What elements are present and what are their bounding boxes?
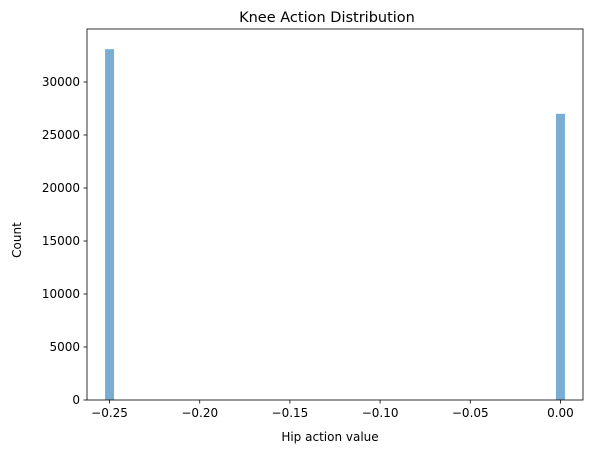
plot-frame xyxy=(86,28,584,401)
x-tick-label: 0.00 xyxy=(547,406,574,420)
histogram-bar xyxy=(105,49,115,400)
y-tick-label: 15000 xyxy=(42,234,80,248)
y-tick-label: 20000 xyxy=(42,181,80,195)
y-tick-label: 5000 xyxy=(49,340,80,354)
y-axis-label: Count xyxy=(10,222,24,258)
y-tick-label: 25000 xyxy=(42,128,80,142)
x-tick-label: −0.25 xyxy=(91,406,128,420)
chart-title: Knee Action Distribution xyxy=(239,10,415,26)
x-tick-label: −0.05 xyxy=(452,406,489,420)
bars-group xyxy=(105,49,565,401)
x-axis-label: Hip action value xyxy=(281,430,378,444)
y-tick-label: 30000 xyxy=(42,75,80,89)
x-axis: −0.25 −0.20 −0.15 −0.10 −0.05 0.00 xyxy=(91,400,574,420)
x-tick-label: −0.15 xyxy=(272,406,309,420)
x-tick-label: −0.10 xyxy=(362,406,399,420)
x-tick-label: −0.20 xyxy=(181,406,218,420)
y-tick-label: 10000 xyxy=(42,287,80,301)
y-tick-label: 0 xyxy=(72,393,80,407)
y-axis: 0 5000 10000 15000 20000 25000 30000 xyxy=(42,75,87,407)
histogram-bar xyxy=(555,113,565,401)
